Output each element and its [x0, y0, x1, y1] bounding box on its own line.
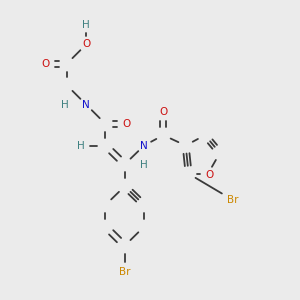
Text: Br: Br	[227, 195, 239, 205]
Text: Br: Br	[119, 267, 130, 277]
Text: H: H	[77, 140, 85, 151]
Text: O: O	[122, 119, 130, 129]
Text: O: O	[82, 40, 90, 50]
Text: O: O	[159, 107, 167, 117]
Text: H: H	[82, 20, 90, 30]
Text: O: O	[41, 59, 50, 69]
Text: O: O	[205, 170, 214, 180]
Text: H: H	[140, 160, 148, 170]
Text: N: N	[140, 140, 148, 151]
Text: H: H	[61, 100, 69, 110]
Text: N: N	[82, 100, 90, 110]
